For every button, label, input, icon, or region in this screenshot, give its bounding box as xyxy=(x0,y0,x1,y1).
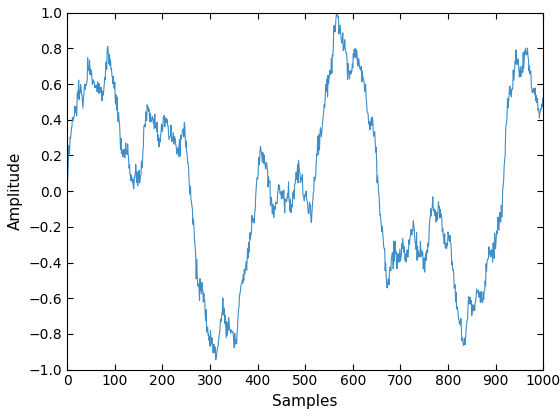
X-axis label: Samples: Samples xyxy=(273,394,338,409)
Y-axis label: Amplitude: Amplitude xyxy=(8,152,23,230)
